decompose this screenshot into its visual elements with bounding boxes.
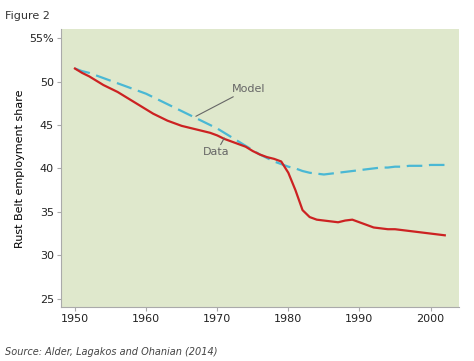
Text: Source: Alder, Lagakos and Ohanian (2014): Source: Alder, Lagakos and Ohanian (2014… [5, 347, 217, 357]
Text: Figure 2: Figure 2 [5, 11, 50, 21]
Text: Data: Data [203, 138, 229, 157]
Text: Model: Model [196, 84, 265, 116]
Y-axis label: Rust Belt employment share: Rust Belt employment share [15, 89, 25, 248]
